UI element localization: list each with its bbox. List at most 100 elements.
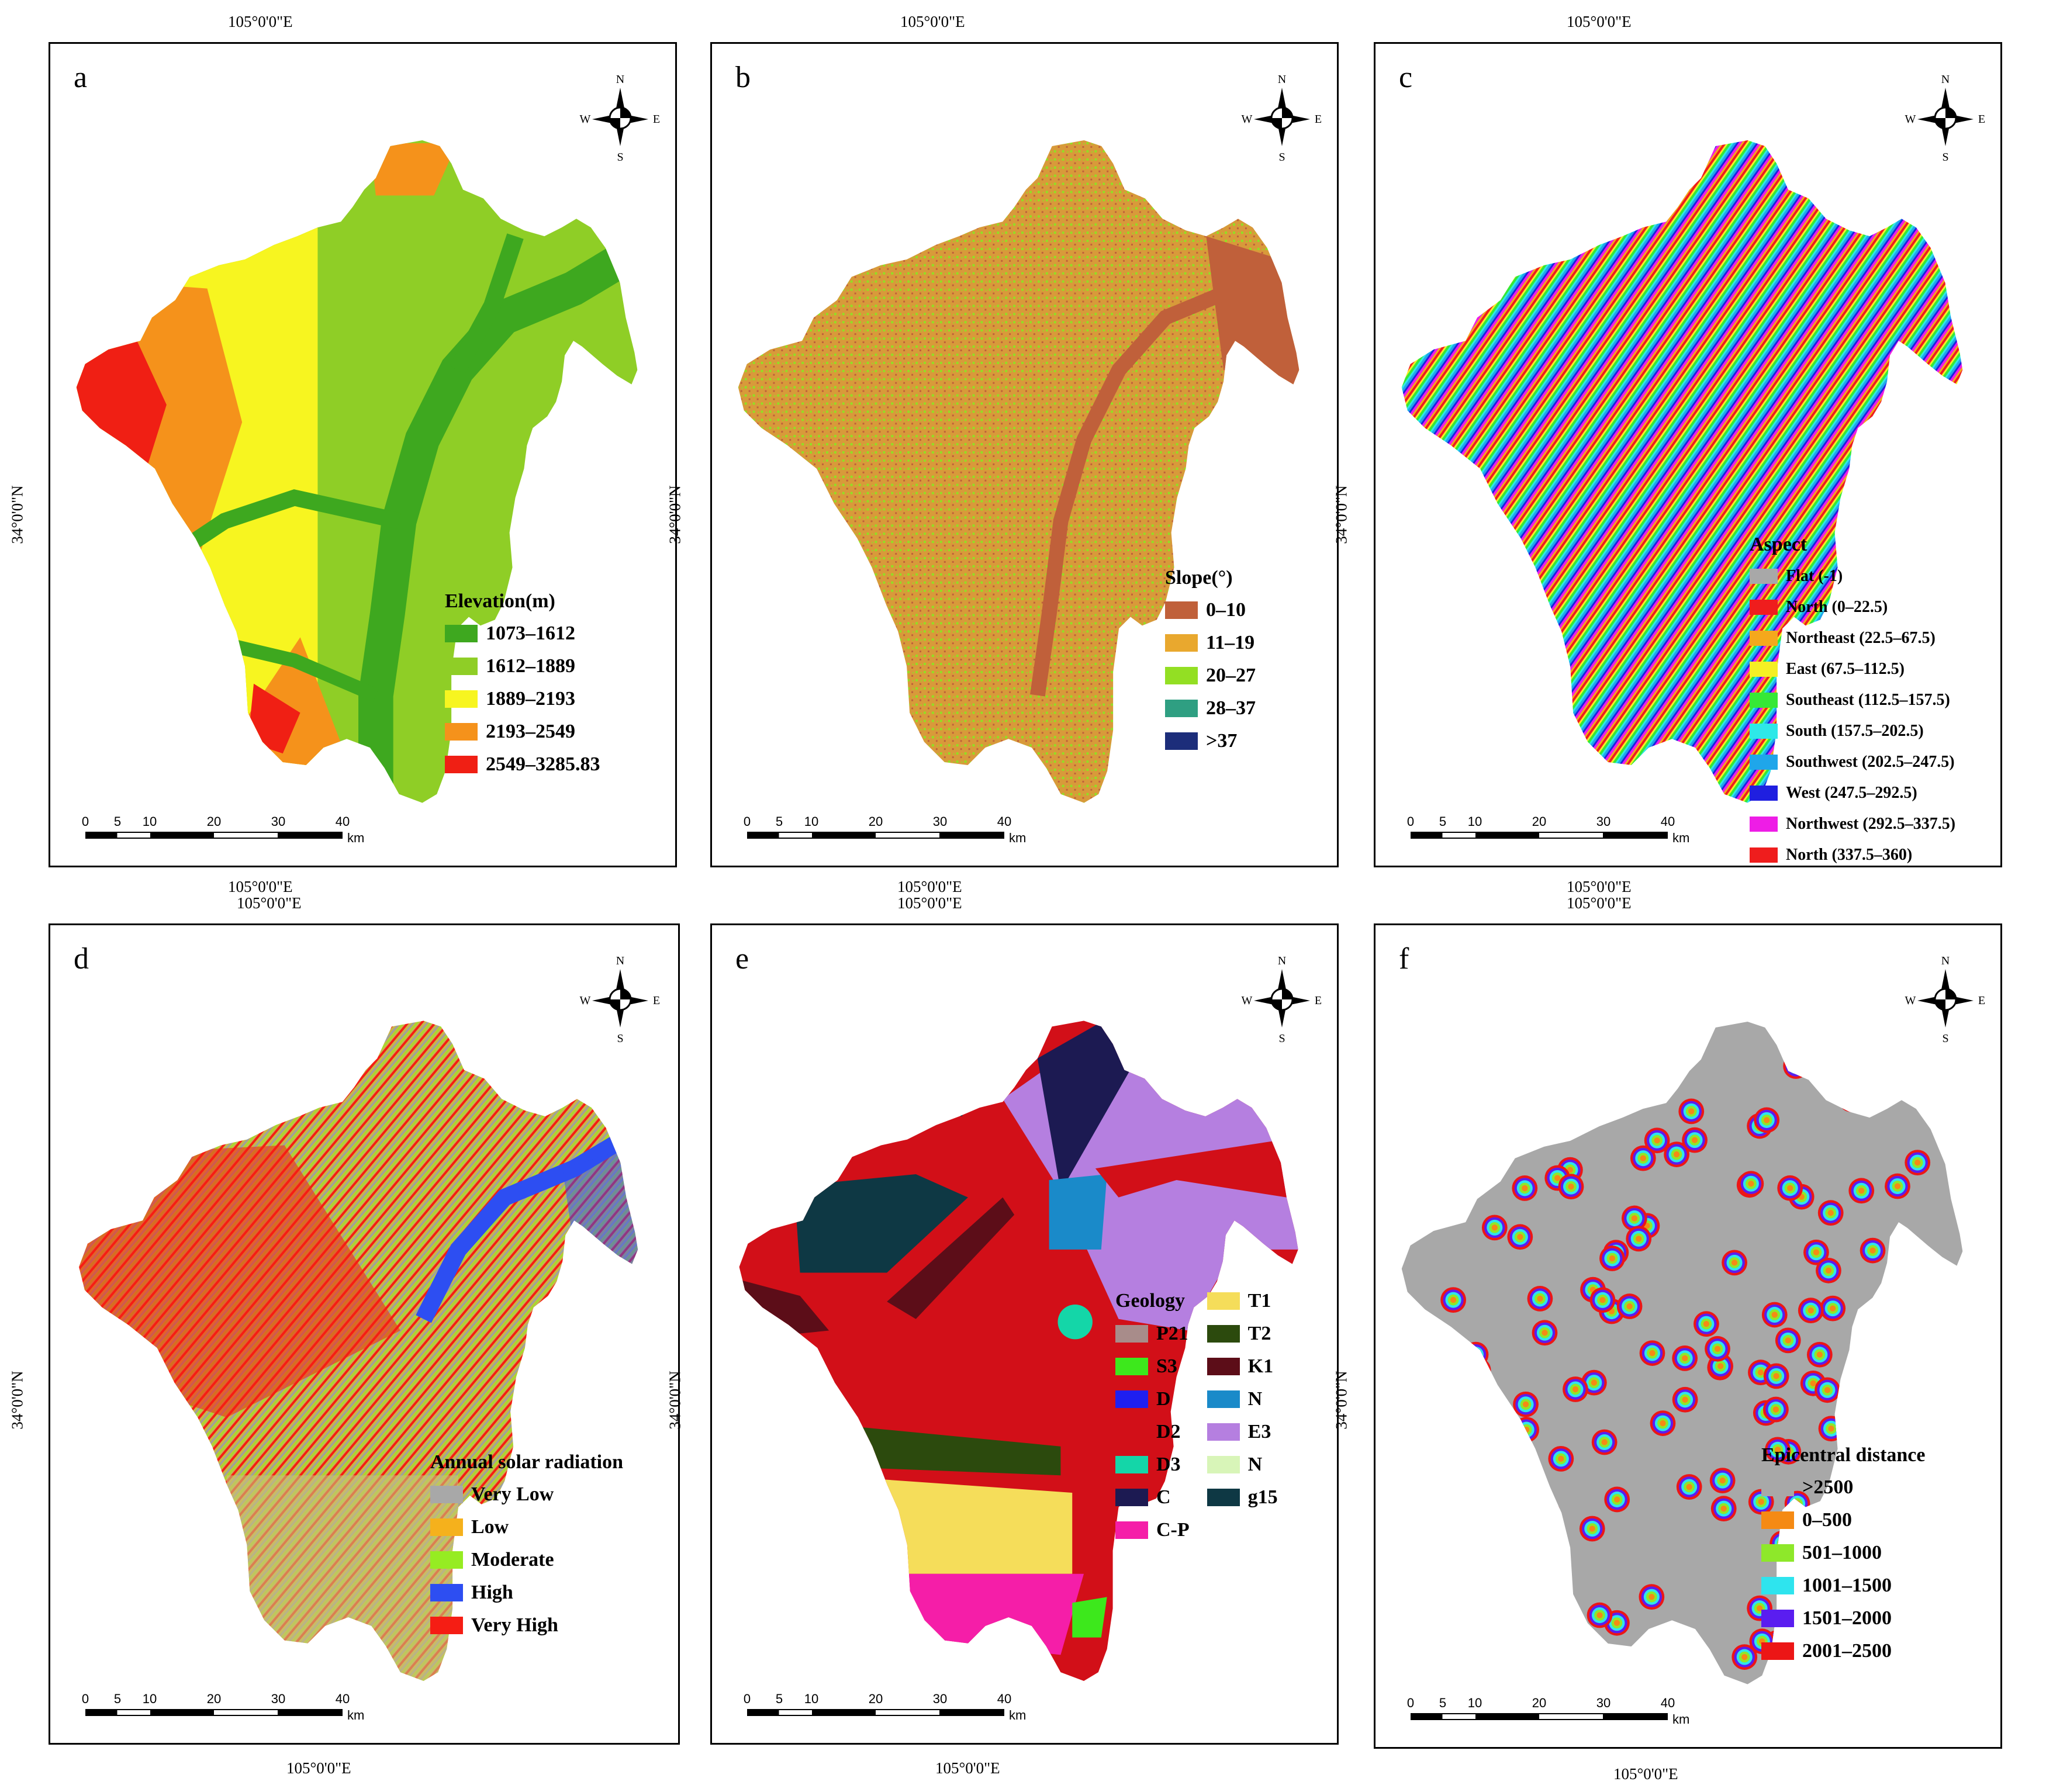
legend-item: 0–10 <box>1165 594 1256 627</box>
svg-text:N: N <box>1941 73 1950 86</box>
epicenter-buffer-ring <box>1447 1026 1468 1047</box>
epicenter-buffer-ring <box>1506 1664 1522 1680</box>
legend-item: 1001–1500 <box>1761 1569 1925 1602</box>
compass-n-a: N <box>616 73 624 86</box>
scale-bar-b: 0 5 10 20 30 40 km <box>743 814 1027 845</box>
epicenter-buffer-ring <box>1927 1541 1948 1562</box>
epicenter-buffer-ring <box>1714 1345 1721 1352</box>
epicenter-buffer-ring <box>1450 1296 1457 1303</box>
epicentral-distance-map <box>1401 1022 1963 1692</box>
epicenter-buffer-ring <box>1439 1530 1465 1555</box>
svg-text:S: S <box>1278 151 1285 164</box>
legend-item: K1 <box>1207 1350 1278 1383</box>
epicenter-buffer-ring <box>1519 1506 1526 1513</box>
epicenter-buffer-ring <box>1454 1033 1460 1040</box>
panel-b-letter: b <box>735 61 751 94</box>
svg-text:E: E <box>1315 994 1322 1007</box>
epicenter-buffer-ring <box>1819 1042 1831 1053</box>
panel-f-epicentral: f N W E S Epicentral distance >2500 0–50… <box>1374 923 2002 1749</box>
epicenter-buffer-ring <box>1403 1182 1429 1208</box>
epicenter-buffer-ring <box>1408 1186 1425 1203</box>
panel-d-solar: d N W E S Annual solar radiation Very Lo… <box>49 923 680 1745</box>
epicenter-buffer-ring <box>1946 1298 1963 1323</box>
legend-item: Very High <box>430 1609 623 1642</box>
epicenter-buffer-ring <box>1437 1206 1449 1217</box>
legend-item: 1889–2193 <box>445 683 600 715</box>
epicenter-buffer-ring <box>1816 1351 1823 1358</box>
lon-label-top-a: 105°0'0"E <box>228 13 293 30</box>
epicenter-buffer-ring <box>1899 1054 1926 1080</box>
epicenter-buffer-ring <box>1792 1063 1799 1070</box>
epicenter-buffer-ring <box>1952 1168 1963 1184</box>
epicenter-buffer-ring <box>1950 1655 1963 1671</box>
epicenter-buffer-ring <box>1413 1192 1419 1198</box>
epicenter-buffer-ring <box>1522 1401 1529 1407</box>
lon-label-top-f: 105°0'0"E <box>1567 894 1632 912</box>
legend-title-d: Annual solar radiation <box>430 1451 624 1473</box>
epicenter-buffer-ring <box>1519 1474 1525 1481</box>
epicenter-buffer-ring <box>1891 1042 1917 1068</box>
epicenter-buffer-ring <box>1401 1625 1423 1646</box>
epicenter-buffer-ring <box>1907 1330 1914 1337</box>
epicenter-buffer-ring <box>1468 1636 1475 1642</box>
epicenter-buffer-ring <box>1508 1111 1525 1127</box>
epicenter-buffer-ring <box>1949 1683 1960 1684</box>
epicenter-buffer-ring <box>1681 1355 1688 1362</box>
epicenter-buffer-ring <box>1894 1291 1901 1298</box>
epicenter-buffer-ring <box>1449 1539 1455 1546</box>
legend-item: Very Low <box>430 1478 623 1511</box>
epicenter-buffer-ring <box>1532 1634 1548 1651</box>
legend-item: g15 <box>1207 1481 1278 1514</box>
panel-c-aspect: c N W E S Aspect Flat (-1) North (0–22.5… <box>1374 42 2002 867</box>
epicenter-buffer-ring <box>1907 1061 1918 1073</box>
epicenter-buffer-ring <box>1433 1534 1445 1546</box>
epicenter-buffer-ring <box>1920 1392 1936 1408</box>
epicenter-buffer-ring <box>1468 1570 1475 1576</box>
legend-item: 1612–1889 <box>445 650 600 683</box>
epicenter-buffer-ring <box>1848 1668 1865 1684</box>
legend-item: D2 <box>1115 1416 1190 1448</box>
epicenter-buffer-ring <box>1691 1137 1698 1143</box>
epicenter-buffer-ring <box>1514 1469 1530 1486</box>
legend-item: 28–37 <box>1165 692 1256 725</box>
epicenter-buffer-ring <box>1951 1072 1963 1088</box>
epicenter-buffer-ring <box>1636 1236 1642 1242</box>
epicenter-buffer-ring <box>1934 1553 1950 1569</box>
epicenter-buffer-ring <box>1596 1612 1603 1618</box>
epicenter-buffer-ring <box>1636 1088 1642 1094</box>
legend-aspect: Aspect Flat (-1) North (0–22.5) Northeas… <box>1750 534 1955 866</box>
epicenter-buffer-ring <box>1951 1302 1963 1319</box>
legend-geology: Geology P21 S3 D D2 D3 C C-P T1 T2 K1 N … <box>1115 1285 1278 1547</box>
lon-label-bottom-c: 105°0'0"E <box>1567 878 1632 895</box>
epicenter-buffer-ring <box>1554 1175 1561 1181</box>
epicenter-buffer-ring <box>1956 1077 1962 1084</box>
epicenter-buffer-ring <box>1542 1507 1553 1518</box>
elevation-map <box>76 140 638 803</box>
epicenter-buffer-ring <box>1449 1028 1456 1035</box>
epicenter-buffer-ring <box>1420 1110 1442 1131</box>
epicenter-buffer-ring <box>1534 1499 1561 1525</box>
epicenter-buffer-ring <box>1411 1616 1433 1637</box>
epicenter-buffer-ring <box>1887 1388 1913 1414</box>
epicenter-buffer-ring <box>1449 1029 1466 1045</box>
epicenter-buffer-ring <box>1790 1060 1802 1072</box>
epicenter-buffer-ring <box>1881 1393 1903 1414</box>
lon-label-bottom-a: 105°0'0"E <box>228 878 293 895</box>
epicenter-buffer-ring <box>1813 1249 1820 1255</box>
epicenter-buffer-ring <box>1886 1398 1898 1409</box>
epicenter-buffer-ring <box>1527 1630 1553 1656</box>
epicenter-buffer-ring <box>1853 1673 1860 1679</box>
lon-label-top-e: 105°0'0"E <box>897 894 962 912</box>
epicenter-buffer-ring <box>1944 1679 1963 1684</box>
epicenter-buffer-ring <box>1951 1686 1957 1692</box>
legend-item: D <box>1115 1383 1190 1416</box>
epicenter-buffer-ring <box>1430 1199 1456 1224</box>
epicenter-buffer-ring <box>1824 1387 1831 1393</box>
epicenter-buffer-ring <box>1537 1502 1558 1523</box>
lon-label-top-d: 105°0'0"E <box>237 894 302 912</box>
epicenter-buffer-ring <box>1869 1247 1876 1254</box>
epicenter-buffer-ring <box>1516 1504 1528 1515</box>
epicenter-buffer-ring <box>1841 1089 1862 1110</box>
panel-d-letter: d <box>74 942 89 975</box>
legend-item: East (67.5–112.5) <box>1750 653 1955 684</box>
